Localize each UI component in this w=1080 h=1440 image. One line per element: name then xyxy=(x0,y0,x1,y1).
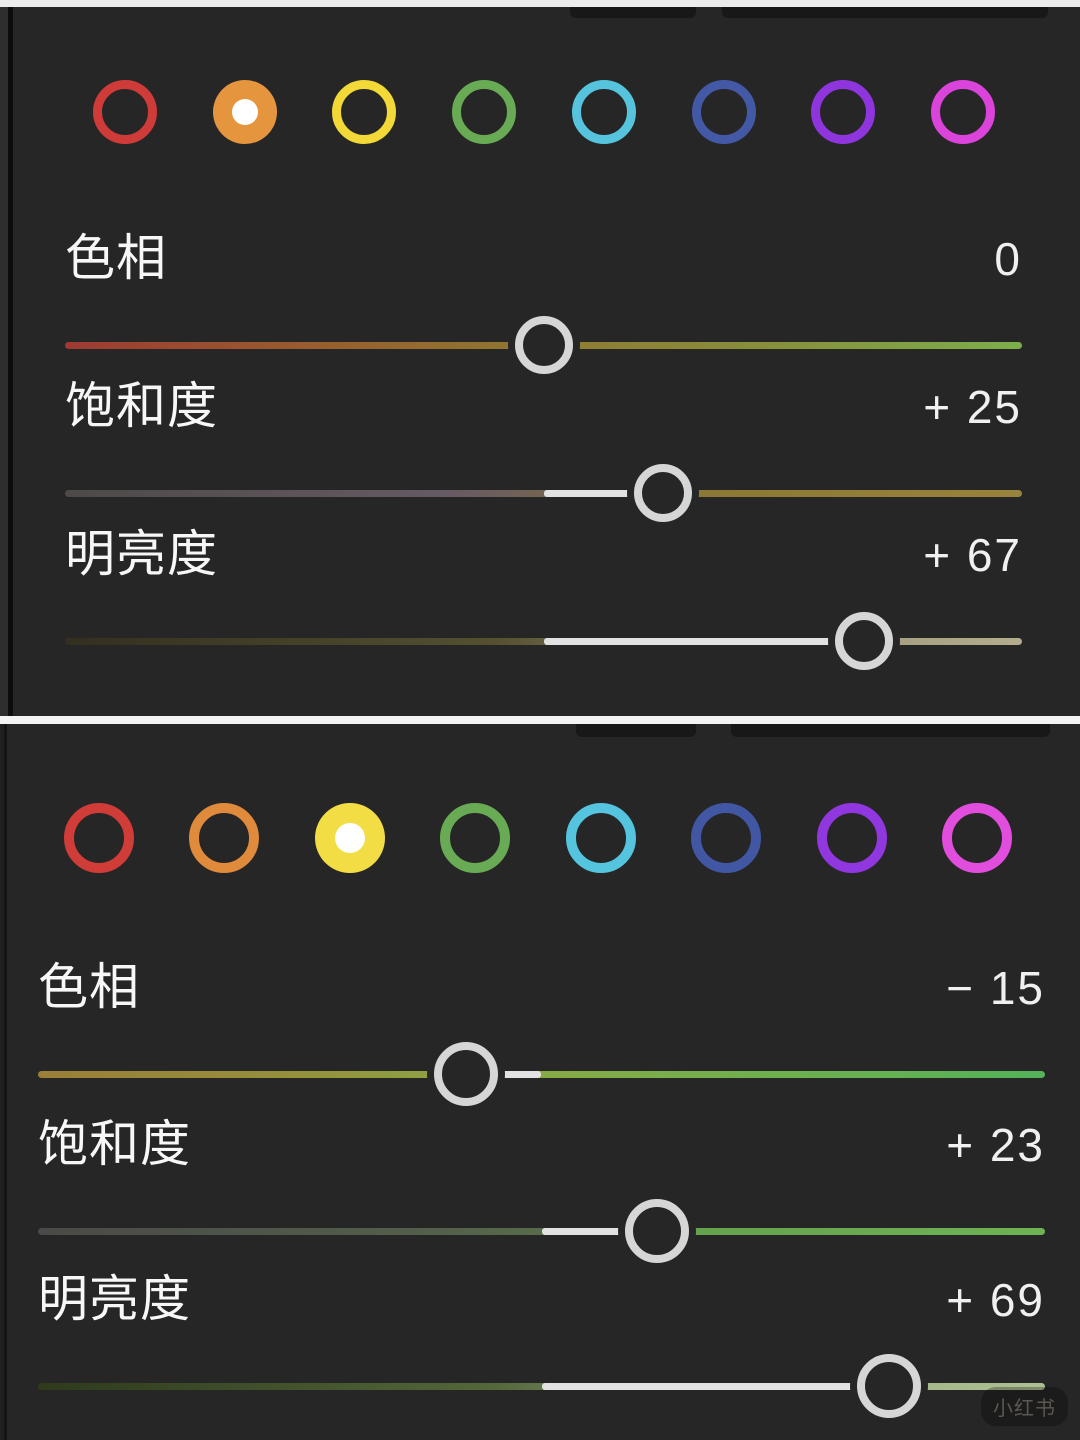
saturation-slider-handle[interactable] xyxy=(625,1199,690,1263)
color-circle-green[interactable] xyxy=(440,803,511,873)
color-circle-purple[interactable] xyxy=(811,80,876,144)
hue-slider-handle[interactable] xyxy=(433,1042,498,1106)
luminance-value: + 67 xyxy=(923,529,1022,581)
panel-divider xyxy=(0,716,1080,724)
top-edge-strip xyxy=(0,0,1080,7)
luminance-value: + 69 xyxy=(946,1274,1045,1326)
saturation-slider: 饱和度 + 25 xyxy=(65,373,1022,523)
cropped-tab-remnant xyxy=(722,7,1048,18)
color-circle-blue[interactable] xyxy=(691,80,756,144)
saturation-active-segment xyxy=(543,490,664,497)
color-circle-green[interactable] xyxy=(452,80,517,144)
luminance-slider: 明亮度 + 67 xyxy=(65,521,1022,671)
color-circle-aqua[interactable] xyxy=(565,803,636,873)
saturation-slider-handle[interactable] xyxy=(634,464,693,522)
hue-value: − 15 xyxy=(946,962,1045,1014)
hue-label: 色相 xyxy=(38,959,140,1015)
hue-slider: 色相 − 15 xyxy=(38,954,1045,1106)
left-edge-artifact xyxy=(0,7,8,716)
left-edge-line xyxy=(8,7,13,716)
hue-track[interactable] xyxy=(38,1071,1045,1078)
cropped-tab-remnant xyxy=(576,724,696,737)
hue-slider-handle[interactable] xyxy=(514,316,573,374)
color-circle-aqua[interactable] xyxy=(571,80,636,144)
saturation-active-segment xyxy=(541,1228,658,1235)
color-circle-magenta[interactable] xyxy=(941,803,1012,873)
hsl-panel-yellow: 色相 − 15 饱和度 + 23 明亮度 + 69 xyxy=(0,724,1080,1440)
color-circle-yellow[interactable] xyxy=(332,80,397,144)
luminance-active-segment xyxy=(541,1383,889,1390)
saturation-label: 饱和度 xyxy=(38,1116,191,1172)
luminance-label: 明亮度 xyxy=(38,1271,191,1327)
color-circle-magenta[interactable] xyxy=(930,80,995,144)
color-channel-row xyxy=(64,803,1012,873)
color-circle-orange[interactable] xyxy=(212,80,277,144)
color-channel-row xyxy=(93,80,995,144)
left-edge-artifact xyxy=(0,724,4,1440)
color-circle-red[interactable] xyxy=(93,80,157,144)
hsl-panel-orange: 色相 0 饱和度 + 25 明亮度 + 67 xyxy=(0,7,1080,716)
saturation-label: 饱和度 xyxy=(65,378,218,434)
luminance-slider-handle[interactable] xyxy=(856,1354,921,1418)
color-circle-orange[interactable] xyxy=(189,803,260,873)
color-circle-red[interactable] xyxy=(64,803,134,873)
left-edge-line xyxy=(4,724,7,1440)
cropped-tab-remnant xyxy=(570,7,696,18)
hue-value: 0 xyxy=(994,233,1022,285)
watermark-badge: 小红书 xyxy=(981,1387,1068,1426)
luminance-active-segment xyxy=(543,638,865,645)
color-circle-blue[interactable] xyxy=(691,803,762,873)
saturation-slider: 饱和度 + 23 xyxy=(38,1111,1045,1263)
hue-slider: 色相 0 xyxy=(65,225,1022,375)
saturation-value: + 23 xyxy=(946,1119,1045,1171)
saturation-value: + 25 xyxy=(923,381,1022,433)
luminance-slider-handle[interactable] xyxy=(835,612,894,670)
hue-label: 色相 xyxy=(65,230,167,286)
color-circle-yellow[interactable] xyxy=(314,803,385,873)
color-circle-purple[interactable] xyxy=(816,803,887,873)
luminance-label: 明亮度 xyxy=(65,526,218,582)
luminance-slider: 明亮度 + 69 xyxy=(38,1266,1045,1418)
cropped-tab-remnant xyxy=(731,724,1050,737)
hue-active-segment xyxy=(465,1071,542,1078)
